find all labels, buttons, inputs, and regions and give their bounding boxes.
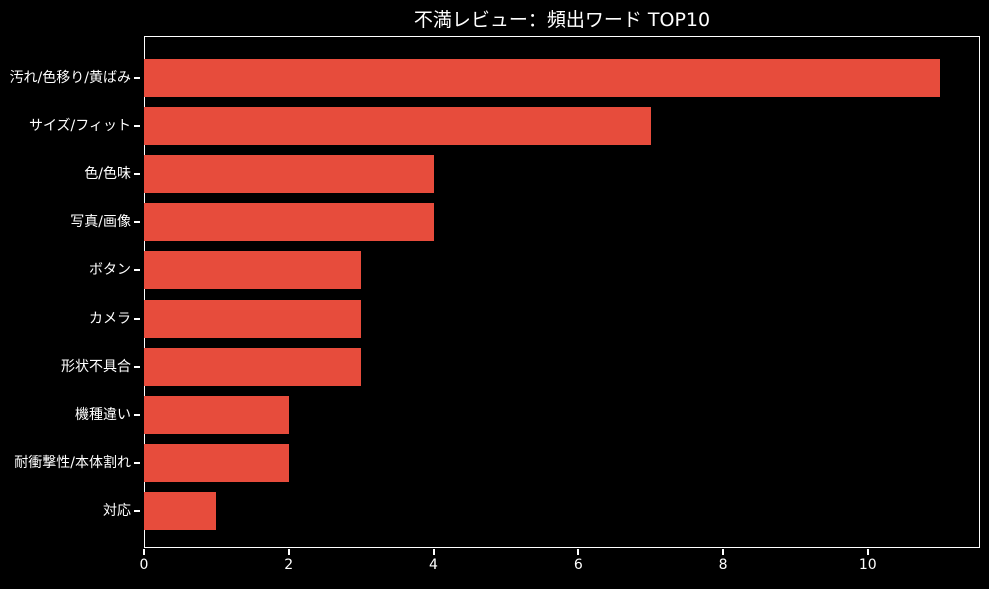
- y-tick-label: 写真/画像: [70, 214, 131, 231]
- y-tick-label: 形状不具合: [61, 358, 131, 375]
- chart-row: 対応: [0, 491, 980, 530]
- x-tick-mark: [143, 549, 145, 555]
- y-tick-mark: [134, 317, 140, 320]
- bar-track: [144, 395, 980, 434]
- bar-track: [144, 251, 980, 290]
- bar: [144, 251, 362, 290]
- y-tick-label: 機種違い: [75, 406, 131, 423]
- bar-track: [144, 155, 980, 194]
- y-tick-label: 色/色味: [84, 166, 131, 183]
- x-tick-mark: [722, 549, 725, 555]
- bar: [144, 395, 289, 434]
- bar: [144, 107, 651, 146]
- bar-track: [144, 443, 980, 482]
- x-tick-mark: [287, 549, 290, 555]
- y-tick-label: サイズ/フィット: [28, 118, 131, 135]
- chart-row: 形状不具合: [0, 347, 980, 386]
- y-tick-mark: [134, 365, 140, 368]
- x-tick-mark: [577, 549, 580, 555]
- bar: [144, 155, 434, 194]
- bars-container: 汚れ/色移り/黄ばみサイズ/フィット色/色味写真/画像ボタンカメラ形状不具合機種…: [0, 36, 980, 548]
- y-tick-label: ボタン: [89, 262, 131, 279]
- chart-row: 色/色味: [0, 155, 980, 194]
- y-tick-mark: [134, 77, 140, 79]
- chart-row: カメラ: [0, 299, 980, 338]
- bar-track: [144, 107, 980, 146]
- bar-track: [144, 347, 980, 386]
- y-tick-label: カメラ: [89, 310, 131, 327]
- chart-row: 機種違い: [0, 395, 980, 434]
- x-tick-label: 0: [139, 557, 149, 573]
- plot-area: 汚れ/色移り/黄ばみサイズ/フィット色/色味写真/画像ボタンカメラ形状不具合機種…: [0, 36, 980, 572]
- y-tick-label: 汚れ/色移り/黄ばみ: [9, 70, 131, 86]
- x-axis: 0 2 4 6 8 10: [140, 548, 980, 588]
- x-tick-label: 8: [718, 557, 728, 573]
- chart-row: サイズ/フィット: [0, 107, 980, 146]
- x-tick-label: 6: [573, 557, 583, 573]
- bar-track: [144, 203, 980, 242]
- chart-row: 汚れ/色移り/黄ばみ: [0, 59, 980, 97]
- chart-title: 不満レビュー：頻出ワード TOP10: [413, 9, 711, 31]
- bar-track: [144, 491, 980, 530]
- x-tick-label: 10: [858, 557, 877, 573]
- bar-track: [144, 59, 980, 97]
- plot-border: [144, 36, 980, 548]
- chart-row: 写真/画像: [0, 203, 980, 242]
- bar: [144, 491, 217, 530]
- y-tick-mark: [134, 221, 140, 224]
- x-tick-label: 4: [429, 557, 438, 573]
- x-tick-mark: [432, 549, 435, 555]
- y-tick-label: 耐衝撃性/本体割れ: [14, 454, 131, 471]
- bar: [144, 443, 289, 482]
- y-tick-mark: [134, 269, 140, 272]
- y-tick-mark: [134, 461, 140, 464]
- chart-row: 耐衝撃性/本体割れ: [0, 443, 980, 482]
- chart-row: ボタン: [0, 251, 980, 290]
- x-tick-mark: [866, 549, 869, 555]
- bar: [144, 299, 362, 338]
- y-tick-label: 対応: [103, 502, 131, 519]
- y-tick-mark: [134, 509, 140, 512]
- y-tick-mark: [134, 125, 140, 128]
- bar: [144, 59, 941, 97]
- bar: [144, 347, 362, 386]
- y-tick-mark: [134, 413, 140, 416]
- x-tick-label: 2: [284, 557, 294, 573]
- bar-track: [144, 299, 980, 338]
- y-tick-mark: [134, 173, 140, 176]
- bar: [144, 203, 434, 242]
